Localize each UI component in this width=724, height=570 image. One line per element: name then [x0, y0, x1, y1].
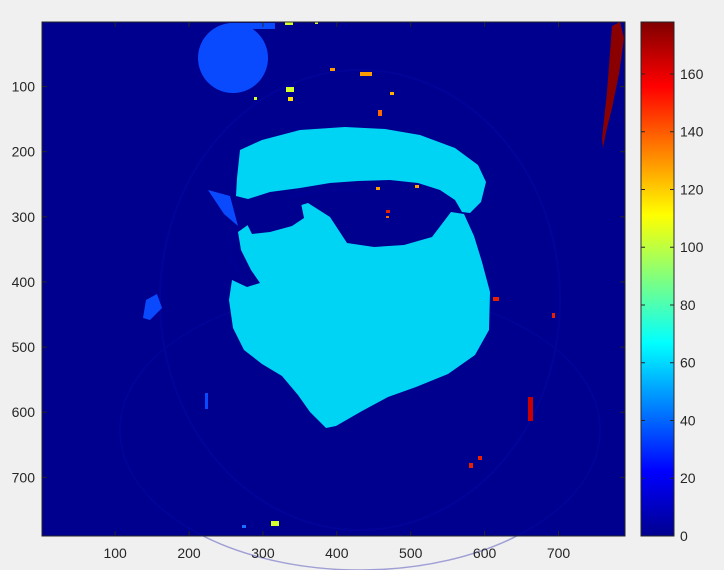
x-tick-label: 100 [103, 545, 127, 561]
y-tick-label: 600 [12, 404, 36, 420]
x-axis: 100 200 300 400 500 600 700 [103, 22, 570, 561]
y-tick-label: 200 [12, 144, 36, 160]
colorbar-tick-label: 60 [680, 355, 696, 371]
heatmap-region-glasses [245, 186, 440, 234]
colorbar-tick-label: 40 [680, 412, 696, 428]
colorbar: 0 20 40 60 80 100 120 140 160 [640, 21, 704, 544]
colorbar-tick-label: 100 [680, 239, 704, 255]
y-tick-label: 300 [12, 209, 36, 225]
y-tick-label: 500 [12, 339, 36, 355]
x-tick-label: 200 [177, 545, 201, 561]
colorbar-tick-label: 20 [680, 470, 696, 486]
colorbar-gradient [640, 21, 675, 537]
colorbar-tick-label: 0 [680, 528, 688, 544]
x-tick-label: 700 [547, 545, 571, 561]
heatmap-region-speckles [254, 22, 555, 526]
colorbar-tick-label: 80 [680, 297, 696, 313]
y-tick-label: 400 [12, 274, 36, 290]
colorbar-tick-label: 140 [680, 124, 704, 140]
plot-frame [41, 21, 626, 537]
x-tick-label: 600 [473, 545, 497, 561]
heatmap-region-face [229, 127, 490, 428]
y-tick-label: 700 [12, 469, 36, 485]
heatmap-region-ball [198, 23, 275, 93]
colorbar-ticks: 0 20 40 60 80 100 120 140 160 [641, 66, 704, 544]
plot-area [41, 21, 626, 570]
y-tick-label: 100 [12, 78, 36, 94]
x-tick-label: 300 [251, 545, 275, 561]
colorbar-tick-label: 160 [680, 66, 704, 82]
heatmap-region-jacket-patch [143, 190, 246, 528]
colorbar-tick-label: 120 [680, 181, 704, 197]
x-tick-label: 500 [399, 545, 423, 561]
heatmap-region-edge-strip [602, 22, 624, 148]
x-tick-label: 400 [325, 545, 349, 561]
y-axis: 100 200 300 400 500 600 700 [12, 78, 625, 485]
